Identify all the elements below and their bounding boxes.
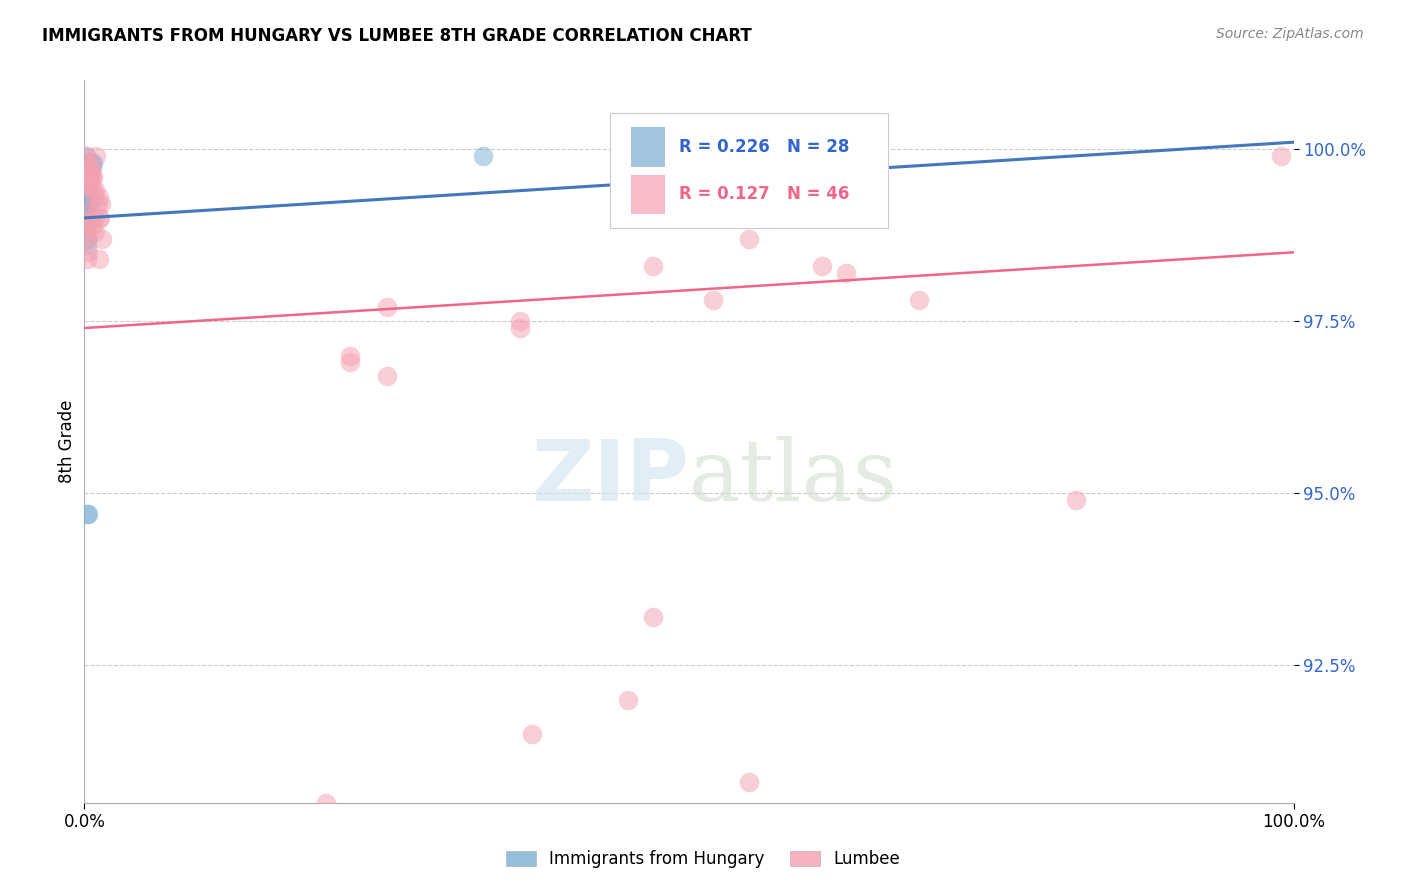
Point xyxy=(77,169,100,184)
Point xyxy=(76,169,98,184)
Text: R = 0.127   N = 46: R = 0.127 N = 46 xyxy=(679,186,849,203)
FancyBboxPatch shape xyxy=(610,112,889,228)
Point xyxy=(75,149,97,163)
Point xyxy=(79,197,101,211)
Point xyxy=(77,507,100,521)
Point xyxy=(82,183,104,197)
Point xyxy=(76,252,98,267)
Text: R = 0.226   N = 28: R = 0.226 N = 28 xyxy=(679,137,849,156)
Point xyxy=(76,204,98,219)
Point xyxy=(75,177,97,191)
Point xyxy=(641,259,664,273)
Point xyxy=(1270,149,1292,163)
Point xyxy=(811,259,834,273)
Point xyxy=(76,507,98,521)
Point xyxy=(84,190,107,204)
Point xyxy=(79,162,101,177)
Point xyxy=(77,177,100,191)
Point xyxy=(77,162,100,177)
Point xyxy=(738,162,761,177)
Text: Source: ZipAtlas.com: Source: ZipAtlas.com xyxy=(1216,27,1364,41)
Point xyxy=(86,149,108,163)
Point xyxy=(80,169,103,184)
Point xyxy=(84,183,107,197)
Point xyxy=(84,225,107,239)
Point xyxy=(77,156,100,170)
Point xyxy=(617,692,640,706)
Text: ZIP: ZIP xyxy=(531,436,689,519)
Point xyxy=(738,231,761,245)
Text: IMMIGRANTS FROM HUNGARY VS LUMBEE 8TH GRADE CORRELATION CHART: IMMIGRANTS FROM HUNGARY VS LUMBEE 8TH GR… xyxy=(42,27,752,45)
Point xyxy=(79,177,101,191)
Point xyxy=(315,796,337,810)
Point xyxy=(75,183,97,197)
Point xyxy=(835,266,858,280)
Point xyxy=(77,177,100,191)
Point xyxy=(75,211,97,225)
Point xyxy=(75,156,97,170)
Point xyxy=(76,231,98,245)
Point xyxy=(77,156,100,170)
Point xyxy=(83,211,105,225)
Point xyxy=(86,197,108,211)
Point xyxy=(520,727,543,741)
Point xyxy=(77,169,100,184)
Point xyxy=(907,293,929,308)
Text: atlas: atlas xyxy=(689,436,898,519)
Point xyxy=(75,162,97,177)
Point xyxy=(375,301,398,315)
Point xyxy=(87,190,110,204)
FancyBboxPatch shape xyxy=(631,127,665,167)
Legend: Immigrants from Hungary, Lumbee: Immigrants from Hungary, Lumbee xyxy=(499,844,907,875)
Point xyxy=(79,169,101,184)
Point xyxy=(80,211,103,225)
Point xyxy=(89,211,111,225)
Point xyxy=(80,156,103,170)
Point xyxy=(75,197,97,211)
Point xyxy=(87,211,110,225)
Point xyxy=(76,162,98,177)
Point xyxy=(76,197,98,211)
Y-axis label: 8th Grade: 8th Grade xyxy=(58,400,76,483)
FancyBboxPatch shape xyxy=(631,175,665,214)
Point xyxy=(75,149,97,163)
Point xyxy=(75,204,97,219)
Point xyxy=(339,355,361,369)
Point xyxy=(76,177,98,191)
Point xyxy=(472,149,495,163)
Point xyxy=(77,190,100,204)
Point xyxy=(75,225,97,239)
Point xyxy=(90,197,112,211)
Point xyxy=(91,231,114,245)
Point xyxy=(82,218,104,232)
Point xyxy=(76,238,98,252)
Point xyxy=(76,211,98,225)
Point xyxy=(79,162,101,177)
Point xyxy=(509,321,531,335)
Point xyxy=(738,775,761,789)
Point xyxy=(82,169,104,184)
Point xyxy=(79,218,101,232)
Point xyxy=(82,156,104,170)
Point xyxy=(76,169,98,184)
Point xyxy=(80,162,103,177)
Point xyxy=(77,245,100,260)
Point xyxy=(76,231,98,245)
Point xyxy=(339,349,361,363)
Point xyxy=(77,162,100,177)
Point xyxy=(87,252,110,267)
Point xyxy=(77,156,100,170)
Point xyxy=(1064,493,1087,508)
Point xyxy=(75,169,97,184)
Point xyxy=(75,225,97,239)
Point xyxy=(375,369,398,384)
Point xyxy=(509,314,531,328)
Point xyxy=(641,610,664,624)
Point xyxy=(702,293,724,308)
